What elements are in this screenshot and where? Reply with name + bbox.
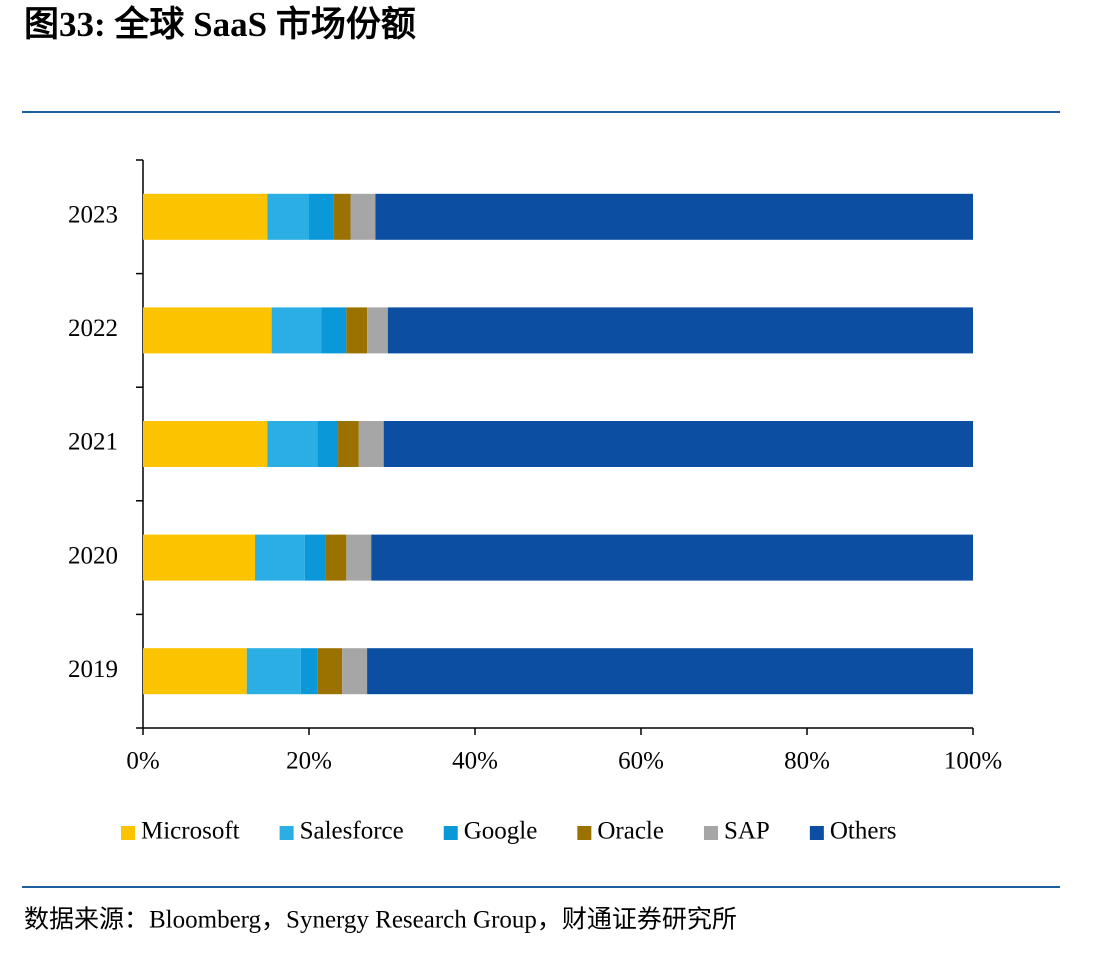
- bar-segment: [271, 307, 322, 354]
- legend-label: Salesforce: [300, 818, 404, 845]
- bar-segment: [267, 421, 318, 467]
- bar-segment: [300, 648, 318, 695]
- x-tick-label: 100%: [944, 748, 1002, 775]
- bar-segment: [317, 421, 339, 467]
- bar-segment: [375, 193, 973, 240]
- legend-label: Oracle: [597, 818, 664, 845]
- x-tick-label: 80%: [784, 748, 830, 775]
- bar-segment: [371, 534, 973, 581]
- bar-segment: [143, 648, 247, 695]
- legend-swatch: [121, 826, 135, 840]
- x-tick-label: 0%: [126, 748, 159, 775]
- x-tick-label: 20%: [286, 748, 332, 775]
- bar-segment: [143, 307, 272, 354]
- bar-segment: [358, 421, 384, 467]
- source-note: 数据来源：Bloomberg，Synergy Research Group，财通…: [24, 906, 737, 934]
- legend-label: Google: [464, 818, 538, 845]
- x-tick-label: 60%: [618, 748, 664, 775]
- bar-segment: [246, 648, 301, 695]
- bar-segment: [346, 307, 368, 354]
- bar-segment: [383, 421, 973, 467]
- y-tick-label: 2021: [68, 429, 118, 456]
- bar-segment: [387, 307, 974, 354]
- legend-swatch: [809, 826, 824, 840]
- bar-segment: [143, 193, 268, 240]
- x-tick-label: 40%: [452, 748, 498, 775]
- bar-segment: [350, 193, 376, 240]
- legend-label: SAP: [724, 818, 770, 845]
- legend-swatch: [443, 826, 458, 840]
- bar-segment: [367, 648, 974, 695]
- bar-segment: [338, 421, 359, 467]
- bar-segment: [304, 534, 326, 581]
- bar-segment: [333, 193, 351, 240]
- legend-label: Others: [830, 818, 897, 845]
- bar-segment: [143, 534, 256, 581]
- bar-segment: [321, 307, 347, 354]
- legend-label: Microsoft: [141, 818, 240, 845]
- legend-swatch: [577, 826, 592, 840]
- bar-segment: [367, 307, 388, 354]
- y-tick-label: 2023: [68, 202, 118, 229]
- bar-segment: [317, 648, 343, 695]
- bar-segment: [325, 534, 347, 581]
- legend-swatch: [279, 826, 294, 840]
- chart-title: 图33: 全球 SaaS 市场份额: [24, 4, 416, 44]
- bar-segment: [346, 534, 372, 581]
- bar-segment: [342, 648, 368, 695]
- bar-segment: [255, 534, 305, 581]
- legend-swatch: [703, 826, 718, 840]
- bar-segment: [309, 193, 334, 240]
- y-tick-label: 2019: [68, 656, 118, 683]
- bar-segment: [267, 193, 309, 240]
- bar-segment: [143, 421, 268, 467]
- y-tick-label: 2022: [68, 315, 118, 342]
- y-tick-label: 2020: [68, 542, 118, 569]
